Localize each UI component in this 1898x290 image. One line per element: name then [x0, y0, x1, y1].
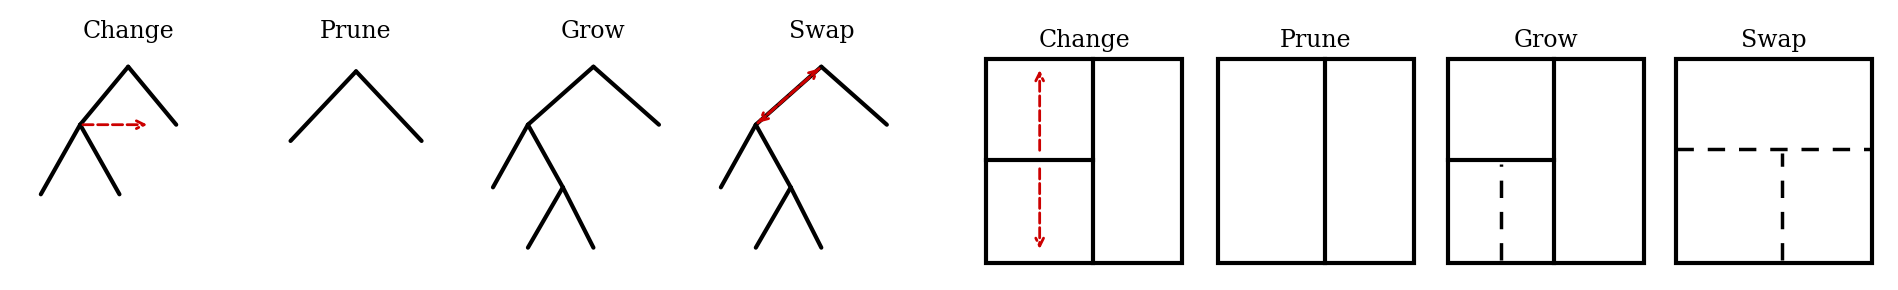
Title: Prune: Prune: [1279, 29, 1351, 52]
Title: Grow: Grow: [1513, 29, 1577, 52]
Title: Grow: Grow: [560, 21, 626, 44]
Title: Change: Change: [1038, 29, 1129, 52]
Title: Change: Change: [82, 21, 175, 44]
Title: Prune: Prune: [321, 21, 391, 44]
Title: Swap: Swap: [1740, 29, 1805, 52]
Title: Swap: Swap: [788, 21, 854, 44]
